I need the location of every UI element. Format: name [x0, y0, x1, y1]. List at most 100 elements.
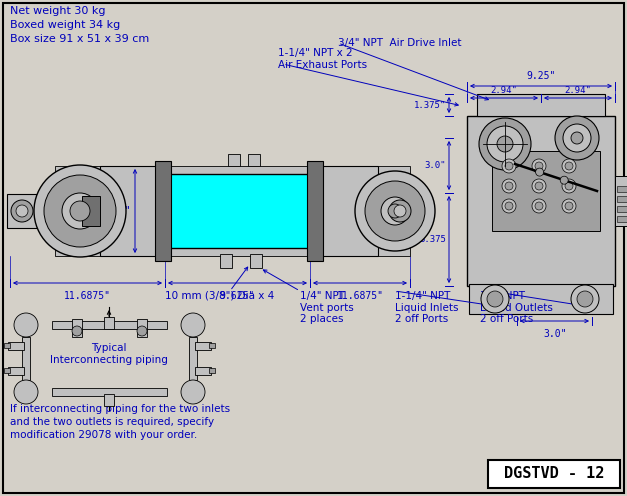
- Bar: [52, 321, 167, 329]
- Bar: [378, 200, 415, 222]
- Text: 3/4" NPT
Liquid Outlets
2 off Ports: 3/4" NPT Liquid Outlets 2 off Ports: [480, 291, 553, 324]
- Circle shape: [505, 182, 513, 190]
- Bar: [492, 151, 600, 231]
- Circle shape: [532, 199, 546, 213]
- Bar: [385, 194, 415, 228]
- Bar: [615, 176, 627, 226]
- Text: 1-1/4" NPT x 2
Air Exhaust Ports: 1-1/4" NPT x 2 Air Exhaust Ports: [278, 48, 367, 69]
- Circle shape: [70, 201, 90, 221]
- Circle shape: [72, 326, 82, 336]
- Circle shape: [487, 126, 523, 162]
- Bar: [617, 206, 627, 212]
- Text: 11.6875": 11.6875": [63, 291, 110, 301]
- Text: 11.6875": 11.6875": [337, 291, 384, 301]
- Bar: [488, 460, 620, 488]
- Bar: [137, 319, 147, 337]
- Bar: [250, 254, 262, 268]
- Circle shape: [137, 326, 147, 336]
- Bar: [310, 166, 378, 256]
- Text: 1-1/4" NPT
Liquid Inlets
2 off Ports: 1-1/4" NPT Liquid Inlets 2 off Ports: [395, 291, 458, 324]
- Bar: [8, 342, 24, 350]
- Circle shape: [502, 159, 516, 173]
- Circle shape: [487, 291, 503, 307]
- Circle shape: [505, 202, 513, 210]
- Bar: [104, 317, 114, 329]
- Circle shape: [535, 182, 543, 190]
- Circle shape: [181, 313, 205, 337]
- Text: 10 mm (3/8") Dia x 4: 10 mm (3/8") Dia x 4: [165, 291, 274, 301]
- Circle shape: [532, 179, 546, 193]
- Bar: [248, 154, 260, 166]
- Bar: [209, 343, 215, 348]
- Circle shape: [571, 285, 599, 313]
- Circle shape: [16, 205, 28, 217]
- Bar: [307, 161, 323, 261]
- Circle shape: [535, 168, 544, 176]
- Circle shape: [505, 162, 513, 170]
- Circle shape: [14, 313, 38, 337]
- Circle shape: [562, 159, 576, 173]
- Circle shape: [577, 291, 593, 307]
- Text: Typical
Interconnecting piping: Typical Interconnecting piping: [50, 343, 168, 365]
- Circle shape: [181, 380, 205, 404]
- Circle shape: [502, 179, 516, 193]
- Text: 3.375: 3.375: [419, 235, 446, 244]
- Text: 3.0": 3.0": [424, 161, 446, 170]
- Text: 1.375": 1.375": [414, 101, 446, 110]
- Bar: [4, 368, 10, 373]
- Circle shape: [479, 118, 531, 170]
- Bar: [7, 194, 37, 228]
- Bar: [469, 284, 613, 314]
- Circle shape: [535, 162, 543, 170]
- Circle shape: [562, 199, 576, 213]
- Bar: [209, 368, 215, 373]
- Text: 9.25": 9.25": [526, 71, 556, 81]
- Bar: [72, 319, 82, 337]
- Text: 2.94": 2.94": [490, 86, 517, 95]
- Bar: [155, 161, 171, 261]
- Circle shape: [355, 171, 435, 251]
- Bar: [220, 254, 232, 268]
- Bar: [52, 388, 167, 396]
- Bar: [104, 394, 114, 406]
- Bar: [189, 337, 197, 380]
- Circle shape: [497, 136, 513, 152]
- Bar: [7, 200, 100, 222]
- Circle shape: [571, 132, 583, 144]
- Circle shape: [565, 182, 573, 190]
- Bar: [82, 196, 100, 226]
- Circle shape: [62, 193, 98, 229]
- Text: 2.94": 2.94": [564, 86, 591, 95]
- Bar: [8, 367, 24, 375]
- Circle shape: [555, 116, 599, 160]
- Bar: [617, 186, 627, 192]
- Circle shape: [34, 165, 126, 257]
- Circle shape: [381, 197, 409, 225]
- Bar: [100, 166, 168, 256]
- Bar: [55, 246, 410, 256]
- Circle shape: [365, 181, 425, 241]
- Circle shape: [389, 200, 411, 222]
- Text: If interconnecting piping for the two inlets
and the two outlets is required, sp: If interconnecting piping for the two in…: [10, 404, 230, 440]
- Bar: [168, 174, 310, 248]
- Bar: [195, 342, 211, 350]
- Circle shape: [565, 202, 573, 210]
- Text: 1/4" NPT
Vent ports
2 places: 1/4" NPT Vent ports 2 places: [300, 291, 354, 324]
- Bar: [4, 343, 10, 348]
- Circle shape: [563, 124, 591, 152]
- Text: DGSTVD - 12: DGSTVD - 12: [504, 467, 604, 482]
- Circle shape: [535, 202, 543, 210]
- Circle shape: [502, 199, 516, 213]
- Bar: [617, 216, 627, 222]
- Bar: [477, 94, 605, 116]
- Circle shape: [565, 162, 573, 170]
- Bar: [195, 367, 211, 375]
- Circle shape: [11, 200, 33, 222]
- Text: 3.0": 3.0": [543, 329, 567, 339]
- Circle shape: [388, 204, 402, 218]
- Circle shape: [560, 176, 568, 184]
- Bar: [617, 196, 627, 202]
- Circle shape: [481, 285, 509, 313]
- Circle shape: [562, 179, 576, 193]
- Text: 3/4" NPT  Air Drive Inlet: 3/4" NPT Air Drive Inlet: [338, 38, 461, 48]
